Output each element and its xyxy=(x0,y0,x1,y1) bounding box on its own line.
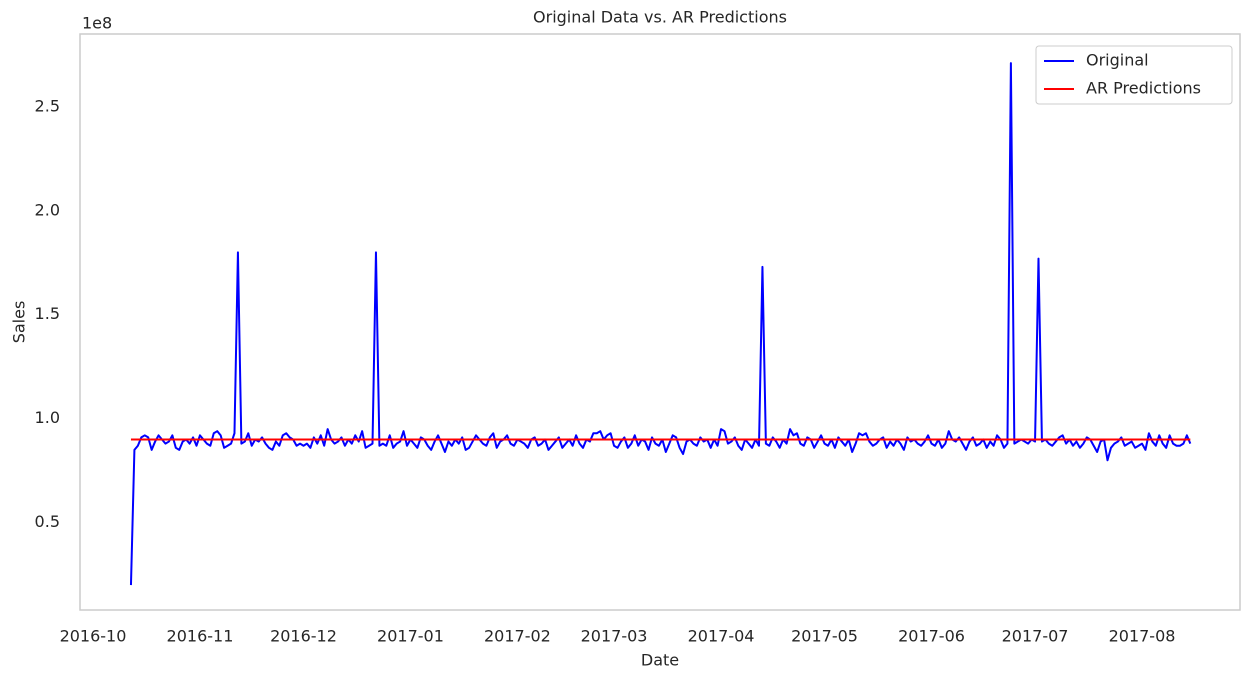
x-tick-label: 2017-07 xyxy=(1002,627,1069,646)
chart-title: Original Data vs. AR Predictions xyxy=(533,8,787,27)
x-tick-label: 2017-04 xyxy=(688,627,755,646)
legend-label: AR Predictions xyxy=(1086,79,1201,98)
x-tick-label: 2017-01 xyxy=(377,627,444,646)
legend-box xyxy=(1035,45,1233,105)
y-tick-label: 0.5 xyxy=(35,512,60,531)
x-tick-label: 2017-05 xyxy=(791,627,858,646)
y-offset-label: 1e8 xyxy=(82,14,112,33)
y-tick-label: 2.5 xyxy=(35,96,60,115)
x-tick-label: 2016-12 xyxy=(270,627,337,646)
data-line xyxy=(129,62,1192,586)
x-tick-label: 2017-06 xyxy=(898,627,965,646)
legend-label: Original xyxy=(1086,51,1149,70)
y-tick-label: 2.0 xyxy=(35,200,60,219)
x-tick-label: 2016-11 xyxy=(167,627,234,646)
plot-frame xyxy=(79,33,1241,611)
y-axis-label: Sales xyxy=(10,301,29,344)
x-tick-label: 2017-03 xyxy=(581,627,648,646)
x-tick-label: 2016-10 xyxy=(60,627,127,646)
x-tick-label: 2017-02 xyxy=(484,627,551,646)
y-tick-label: 1.0 xyxy=(35,408,60,427)
x-tick-label: 2017-08 xyxy=(1109,627,1176,646)
y-tick-label: 1.5 xyxy=(35,304,60,323)
x-axis-label: Date xyxy=(641,651,679,670)
